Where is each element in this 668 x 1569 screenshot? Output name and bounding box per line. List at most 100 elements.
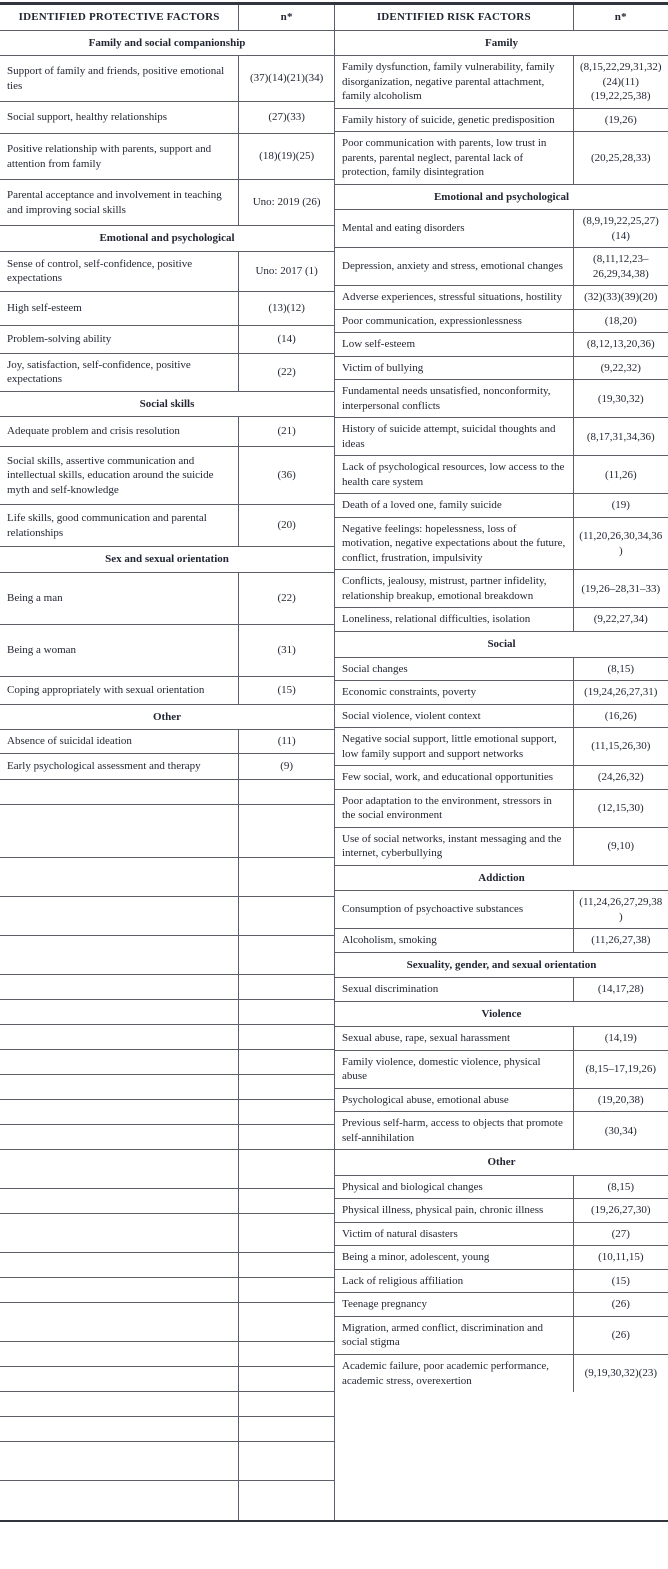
protective-factor-references [238, 1302, 334, 1343]
risk-factor-factor-text: Family dysfunction, family vulnerability… [335, 55, 574, 109]
protective-factor-factor-text [0, 857, 239, 898]
risk-factor-factor-text: Being a minor, adolescent, young [335, 1245, 574, 1270]
protective-factor-empty-row [0, 1213, 334, 1254]
protective-factor-row: Adequate problem and crisis resolution (2… [0, 416, 334, 448]
protective-factor-factor-text: Joy, satisfaction, self-confidence, posi… [0, 353, 239, 392]
protective-factor-factor-text [0, 1416, 239, 1443]
protective-factor-references [238, 1124, 334, 1151]
risk-factor-row: Negative feelings: hopelessness, loss of… [335, 517, 668, 571]
risk-factor-section-row: Sexuality, gender, and sexual orientatio… [335, 952, 668, 979]
risk-factor-references: (11,26,27,38) [572, 928, 668, 953]
risk-factor-references: (8,15,22,29,31,32) (24)(11)(19,22,25,38) [572, 55, 668, 109]
protective-factor-factor-text [0, 974, 239, 1001]
protective-factor-section-row: Other [0, 704, 334, 731]
protective-factor-references: (37)(14)(21)(34) [238, 55, 334, 103]
protective-factor-references [238, 804, 334, 859]
protective-factor-references: (18)(19)(25) [238, 133, 334, 181]
protective-factor-factor-text: Adequate problem and crisis resolution [0, 416, 239, 448]
protective-factor-factor-text: Early psychological assessment and thera… [0, 753, 239, 781]
risk-factor-factor-text: Victim of natural disasters [335, 1222, 574, 1247]
protective-factor-row: Problem-solving ability (14) [0, 325, 334, 354]
risk-factor-factor-text: Poor adaptation to the environment, stre… [335, 789, 574, 828]
risk-factor-factor-text: Physical and biological changes [335, 1175, 574, 1200]
risk-factor-factor-text: Few social, work, and educational opport… [335, 765, 574, 790]
protective-factor-empty-row [0, 1099, 334, 1126]
risk-factor-factor-text: Fundamental needs unsatisfied, nonconfor… [335, 379, 574, 419]
protective-factor-empty-row [0, 1124, 334, 1151]
risk-factor-row: Academic failure, poor academic performa… [335, 1354, 668, 1393]
risk-factor-row: Physical illness, physical pain, chronic… [335, 1198, 668, 1223]
risk-factor-row: Family history of suicide, genetic predi… [335, 108, 668, 133]
protective-factor-references: (13)(12) [238, 291, 334, 326]
risk-factor-row: Sexual discrimination (14,17,28) [335, 977, 668, 1002]
protective-factor-empty-row [0, 857, 334, 898]
protective-factor-row: Being a woman (31) [0, 624, 334, 677]
risk-factor-factor-text: Loneliness, relational difficulties, iso… [335, 607, 574, 632]
protective-factor-empty-row [0, 1277, 334, 1304]
risk-factor-row: Sexual abuse, rape, sexual harassment (14… [335, 1026, 668, 1051]
protective-factor-row: Social skills, assertive communication a… [0, 446, 334, 506]
protective-factors-column-header: IDENTIFIED PROTECTIVE FACTORS [0, 5, 239, 31]
factors-comparison-table: IDENTIFIED PROTECTIVE FACTORS n* Family … [0, 2, 668, 1522]
protective-factor-empty-row [0, 1049, 334, 1076]
risk-factor-row: Death of a loved one, family suicide (19) [335, 493, 668, 518]
risk-factor-row: History of suicide attempt, suicidal tho… [335, 417, 668, 457]
risk-factor-references: (19,26,27,30) [572, 1198, 668, 1223]
protective-factor-factor-text [0, 1481, 239, 1520]
risk-factor-references: (19,24,26,27,31) [572, 680, 668, 705]
protective-n-column-header: n* [238, 5, 334, 31]
risk-factor-references: (8,11,12,23–26,29,34,38) [572, 247, 668, 287]
protective-factor-references [238, 1366, 334, 1393]
protective-factor-section-row: Family and social companionship [0, 30, 334, 57]
protective-factor-factor-text: High self-esteem [0, 291, 239, 326]
risk-factor-references: (11,15,26,30) [572, 727, 668, 767]
protective-factor-empty-row [0, 999, 334, 1026]
risk-factor-references: (9,10) [572, 827, 668, 866]
risk-factor-row: Conflicts, jealousy, mistrust, partner i… [335, 569, 668, 609]
risk-factor-factor-text: Sexual discrimination [335, 977, 574, 1002]
protective-factor-references: (15) [238, 676, 334, 705]
risk-factor-row: Migration, armed conflict, discriminatio… [335, 1316, 668, 1356]
risk-factor-factor-text: Academic failure, poor academic performa… [342, 1360, 550, 1387]
protective-factor-references [238, 1480, 334, 1520]
risk-factor-factor-text: Consumption of psychoactive substances [335, 890, 574, 930]
protective-factor-row: Absence of suicidal ideation (11) [0, 729, 334, 755]
protective-factor-references [238, 1188, 334, 1215]
risk-factor-row: Negative social support, little emotiona… [335, 727, 668, 767]
risk-factor-factor-text: History of suicide attempt, suicidal tho… [335, 417, 574, 457]
protective-factor-references [238, 1024, 334, 1051]
protective-factor-row: Sense of control, self-confidence, posit… [0, 251, 334, 292]
protective-factor-section-row: Social skills [0, 391, 334, 418]
protective-factor-references [238, 1049, 334, 1076]
risk-factor-factor-text: Poor communication, expressionlessness [335, 309, 574, 334]
protective-factor-factor-text [0, 1124, 239, 1151]
risk-factor-row: Poor communication with parents, low tru… [335, 131, 668, 185]
protective-factor-empty-row [0, 974, 334, 1001]
risk-factor-row: Economic constraints, poverty (19,24,26,2… [335, 680, 668, 705]
protective-factor-empty-row [0, 1416, 334, 1443]
protective-factor-section-header: Other [0, 704, 334, 731]
risk-factor-section-header: Sexuality, gender, and sexual orientatio… [335, 952, 668, 979]
risk-factor-references: (19) [572, 493, 668, 518]
protective-factor-empty-row [0, 1149, 334, 1190]
protective-factor-references [238, 1416, 334, 1443]
protective-factor-factor-text: Being a woman [0, 624, 239, 677]
protective-factor-empty-row [0, 896, 334, 937]
risk-factor-row: Teenage pregnancy (26) [335, 1292, 668, 1317]
protective-factor-references [238, 935, 334, 976]
risk-factor-row: Social changes (8,15) [335, 657, 668, 682]
risk-factor-factor-text: Lack of psychological resources, low acc… [335, 455, 574, 495]
risk-factor-references: (30,34) [572, 1111, 668, 1151]
risk-factor-references: (9,22,32) [572, 356, 668, 381]
risk-factor-row: Social violence, violent context (16,26) [335, 704, 668, 729]
protective-factor-factor-text [0, 1149, 239, 1190]
protective-factor-section-header: Emotional and psychological [0, 225, 334, 252]
risk-factor-factor-text: Lack of religious affiliation [335, 1269, 574, 1294]
protective-factor-row: Social support, healthy relationships (27… [0, 101, 334, 135]
risk-factor-references: (20,25,28,33) [572, 131, 668, 185]
protective-factor-row: Parental acceptance and involvement in t… [0, 179, 334, 227]
risk-factor-factor-text: Conflicts, jealousy, mistrust, partner i… [335, 569, 574, 609]
protective-factor-empty-row [0, 1341, 334, 1368]
risk-factor-references: (14,17,28) [572, 977, 668, 1002]
protective-factor-empty-row [0, 1188, 334, 1215]
